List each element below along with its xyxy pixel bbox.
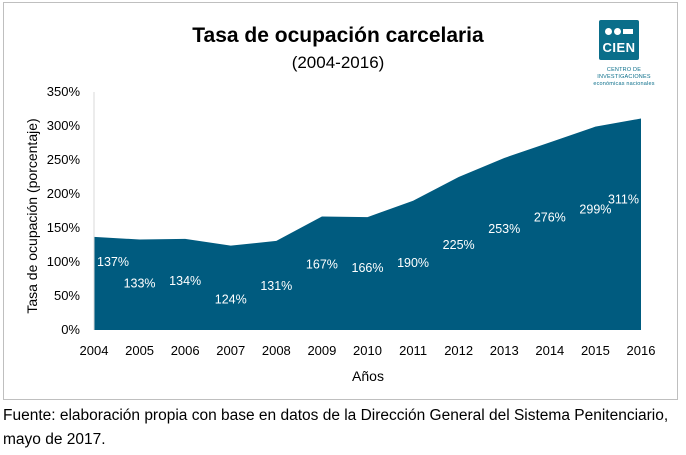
y-tick-label: 0% — [61, 322, 80, 337]
data-label: 167% — [306, 257, 338, 271]
x-tick-label: 2004 — [80, 343, 109, 358]
data-label: 190% — [397, 256, 429, 270]
x-axis-label: Años — [352, 368, 384, 384]
y-tick-label: 100% — [47, 254, 81, 269]
y-tick-label: 300% — [47, 118, 81, 133]
data-label: 124% — [215, 293, 247, 307]
x-tick-label: 2010 — [353, 343, 382, 358]
logo-bar-icon — [623, 29, 633, 34]
y-axis-label: Tasa de ocupación (porcentaje) — [24, 118, 40, 313]
y-tick-label: 200% — [47, 186, 81, 201]
source-note: Fuente: elaboración propia con base en d… — [3, 407, 669, 448]
logo-caption-line1: CENTRO DE INVESTIGACIONES — [597, 67, 651, 80]
y-tick-label: 350% — [47, 84, 81, 99]
logo-wordmark: CIEN — [602, 40, 636, 55]
cien-logo-mark: CIEN — [599, 20, 639, 60]
x-tick-label: 2007 — [216, 343, 245, 358]
x-tick-label: 2013 — [490, 343, 519, 358]
data-label: 311% — [608, 193, 639, 207]
data-label: 134% — [169, 274, 201, 288]
logo-caption: CENTRO DE INVESTIGACIONES económicas nac… — [583, 67, 665, 88]
y-tick-label: 150% — [47, 220, 81, 235]
data-label: 299% — [579, 203, 611, 217]
data-label: 225% — [443, 238, 475, 252]
x-tick-label: 2006 — [171, 343, 200, 358]
chart-subtitle: (2004-2016) — [292, 53, 385, 72]
chart: Tasa de ocupación carcelaria (2004-2016)… — [24, 24, 656, 384]
data-label: 137% — [97, 255, 129, 269]
x-tick-label: 2005 — [125, 343, 154, 358]
area-series — [94, 118, 641, 331]
x-tick-label: 2008 — [262, 343, 291, 358]
x-tick-label: 2009 — [307, 343, 336, 358]
plot-area: 0% 50% 100% 150% 200% 250% 300% 350% 2004 2005 200… — [47, 84, 656, 358]
x-tick-label: 2014 — [535, 343, 564, 358]
data-label: 253% — [488, 222, 520, 236]
y-tick-label: 50% — [54, 288, 80, 303]
logo-caption-line2: económicas nacionales — [593, 81, 655, 87]
x-tick-label: 2011 — [399, 343, 427, 358]
y-tick-label: 250% — [47, 152, 81, 167]
data-label: 131% — [260, 279, 292, 293]
logo-dot-icon — [614, 28, 621, 35]
chart-frame — [3, 2, 678, 400]
x-tick-label: 2016 — [627, 343, 656, 358]
data-label: 133% — [124, 277, 156, 291]
cien-logo: CIEN CENTRO DE INVESTIGACIONES económica… — [583, 20, 663, 90]
x-tick-label: 2015 — [581, 343, 610, 358]
data-label: 166% — [352, 261, 384, 275]
logo-dot-icon — [605, 28, 612, 35]
x-tick-label: 2012 — [444, 343, 473, 358]
chart-title: Tasa de ocupación carcelaria — [192, 24, 484, 47]
data-label: 276% — [534, 210, 566, 224]
